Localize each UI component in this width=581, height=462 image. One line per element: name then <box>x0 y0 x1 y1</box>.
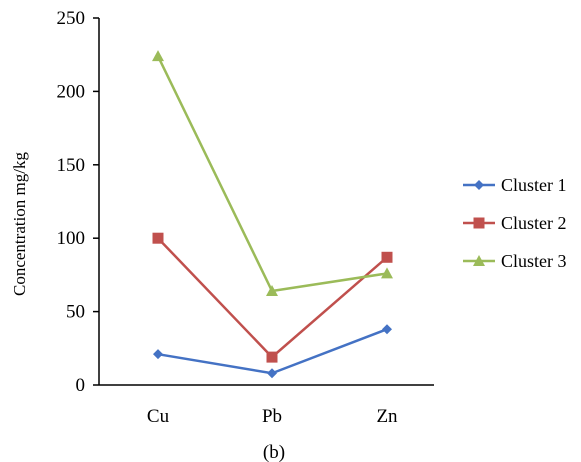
legend-item: Cluster 1 <box>463 175 567 195</box>
series-3-point <box>152 50 164 62</box>
x-axis: Cu Pb Zn <box>99 384 434 427</box>
legend-label: Cluster 1 <box>501 175 567 195</box>
legend: Cluster 1 Cluster 2 Cluster 3 <box>463 175 567 271</box>
y-axis: 0 50 100 150 200 250 <box>57 8 100 396</box>
series-2-point <box>152 232 164 244</box>
series-3-point <box>266 285 278 297</box>
x-tick-label: Zn <box>376 406 398 427</box>
legend-label: Cluster 3 <box>501 251 567 271</box>
series-lines <box>152 50 393 379</box>
series-1-point <box>153 349 163 360</box>
legend-label: Cluster 2 <box>501 213 567 233</box>
series-1-point <box>267 368 277 379</box>
y-tick-label: 0 <box>76 375 86 396</box>
y-tick-label: 150 <box>57 155 86 176</box>
series-1-point <box>382 324 392 335</box>
legend-swatch-marker <box>473 217 485 229</box>
legend-item: Cluster 2 <box>463 213 567 233</box>
y-tick-label: 250 <box>57 8 86 29</box>
series-2-line <box>157 237 388 359</box>
figure-caption: (b) <box>263 442 285 462</box>
x-tick-label: Cu <box>147 406 170 427</box>
y-tick-label: 100 <box>57 228 86 249</box>
series-1-line <box>157 328 388 375</box>
legend-swatch-marker <box>474 180 484 190</box>
x-tick-label: Pb <box>262 406 282 427</box>
series-2-point <box>381 251 393 263</box>
y-tick-label: 50 <box>66 302 85 323</box>
y-tick-label: 200 <box>57 81 86 102</box>
y-axis-label: Concentration mg/kg <box>10 152 29 297</box>
legend-swatch-marker <box>473 255 485 266</box>
series-2-point <box>266 351 278 363</box>
series-3-point <box>381 267 393 279</box>
legend-item: Cluster 3 <box>463 251 567 271</box>
series-3-line <box>156 55 388 293</box>
